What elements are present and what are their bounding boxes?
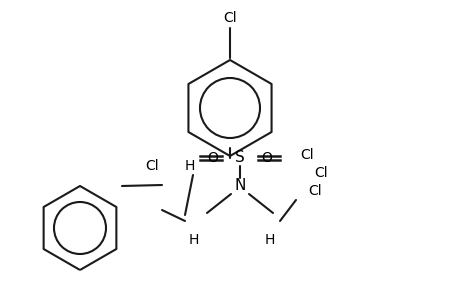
Text: H: H [188,233,199,247]
Text: Cl: Cl [313,166,327,180]
Text: Cl: Cl [308,184,321,198]
Text: O: O [261,151,272,165]
Text: Cl: Cl [299,148,313,162]
Text: H: H [264,233,274,247]
Text: Cl: Cl [145,159,159,173]
Text: O: O [207,151,218,165]
Text: H: H [185,159,195,173]
Text: N: N [234,178,245,194]
Text: S: S [235,151,244,166]
Text: Cl: Cl [223,11,236,25]
